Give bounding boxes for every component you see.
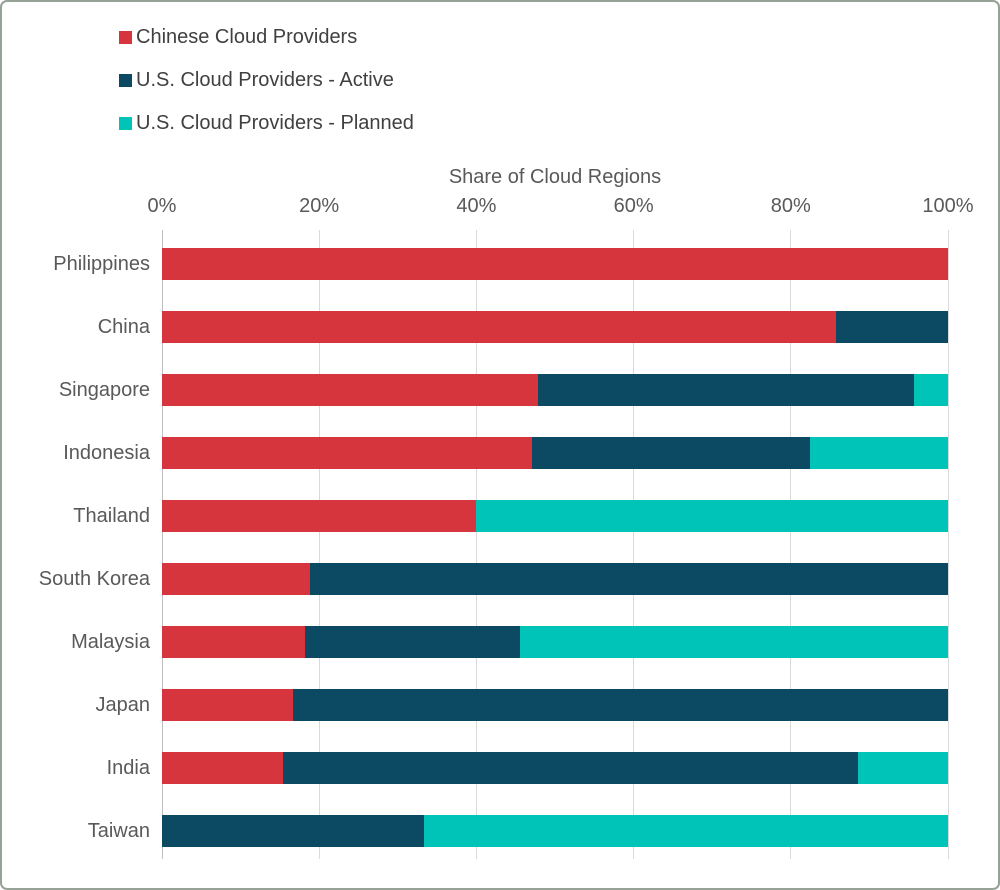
- category-label: Malaysia: [71, 631, 150, 653]
- x-axis-tick: 20%: [299, 195, 340, 217]
- legend-item-label: Chinese Cloud Providers: [136, 26, 358, 48]
- bar-segment: [162, 248, 948, 280]
- gridline: [633, 230, 635, 859]
- legend-item: U.S. Cloud Providers - Active: [119, 69, 414, 92]
- bar-segment: [293, 689, 948, 721]
- bar-segment: [162, 689, 294, 721]
- legend-item: Chinese Cloud Providers: [119, 26, 414, 49]
- bar-row: [162, 500, 948, 532]
- bar-row: [162, 563, 948, 595]
- x-axis: 0% 20% 40% 60% 80% 100%: [148, 195, 974, 219]
- category-labels: Philippines China Singapore Indonesia Thaila…: [2, 230, 150, 859]
- bar-segment: [532, 437, 810, 469]
- bar-row: [162, 752, 948, 784]
- gridline: [790, 230, 792, 859]
- bar-segment: [476, 500, 948, 532]
- legend-swatch-icon: [119, 31, 132, 44]
- bar-segment: [914, 374, 948, 406]
- legend-swatch-icon: [119, 74, 132, 87]
- bar-segment: [305, 626, 520, 658]
- bar-row: [162, 374, 948, 406]
- x-axis-tick: 60%: [613, 195, 654, 217]
- category-label: South Korea: [38, 568, 150, 590]
- bar-segment: [309, 563, 948, 595]
- bar-row: [162, 311, 948, 343]
- bar-segment: [162, 752, 284, 784]
- bar-segment: [538, 374, 915, 406]
- category-label: Taiwan: [87, 820, 150, 842]
- bar-row: [162, 626, 948, 658]
- bar-row: [162, 815, 948, 847]
- bar-segment: [162, 500, 477, 532]
- bar-segment: [162, 815, 424, 847]
- y-axis-line: [162, 230, 163, 859]
- bar-segment: [162, 311, 836, 343]
- bar-segment: [162, 563, 310, 595]
- bar-segment: [162, 437, 533, 469]
- legend-swatch-icon: [119, 117, 132, 130]
- gridline: [947, 230, 949, 859]
- x-axis-tick: 100%: [922, 195, 974, 217]
- category-label: India: [106, 757, 150, 779]
- bar-row: [162, 248, 948, 280]
- category-label: Thailand: [73, 505, 150, 527]
- category-label: Indonesia: [63, 442, 150, 464]
- bar-segment: [162, 626, 306, 658]
- x-axis-tick: 40%: [456, 195, 497, 217]
- category-label: Philippines: [53, 253, 150, 275]
- gridline: [318, 230, 320, 859]
- bar-segment: [423, 815, 948, 847]
- category-label: Japan: [95, 694, 151, 716]
- plot-area: [162, 230, 949, 859]
- legend-item-label: U.S. Cloud Providers - Planned: [136, 112, 414, 134]
- category-label: Singapore: [58, 379, 150, 401]
- x-axis-tick: 0%: [147, 195, 177, 217]
- bar-segment: [809, 437, 948, 469]
- bar-row: [162, 437, 948, 469]
- bar-row: [162, 689, 948, 721]
- bar-segment: [835, 311, 948, 343]
- legend: Chinese Cloud Providers U.S. Cloud Provid…: [119, 26, 414, 135]
- gridline: [475, 230, 477, 859]
- category-label: China: [97, 316, 150, 338]
- bar-segment: [519, 626, 948, 658]
- bar-segment: [283, 752, 858, 784]
- axis-title: Share of Cloud Regions: [448, 166, 662, 188]
- x-axis-tick: 80%: [770, 195, 811, 217]
- bar-segment: [162, 374, 539, 406]
- legend-item: U.S. Cloud Providers - Planned: [119, 112, 414, 135]
- bar-segment: [857, 752, 948, 784]
- legend-item-label: U.S. Cloud Providers - Active: [136, 69, 394, 91]
